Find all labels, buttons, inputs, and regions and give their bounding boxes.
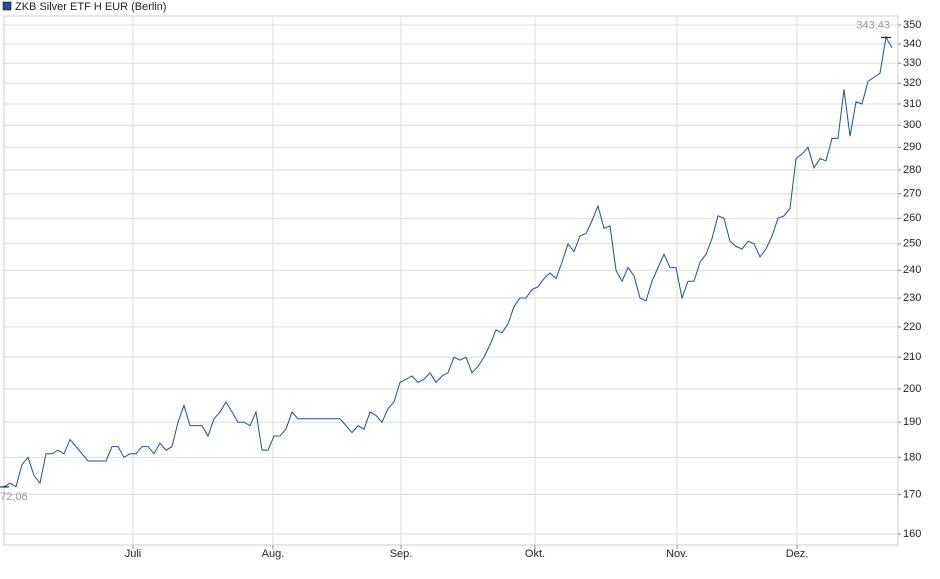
y-tick-label: 280 bbox=[903, 164, 921, 176]
legend-label: ZKB Silver ETF H EUR (Berlin) bbox=[15, 1, 167, 13]
x-tick-label: Sep. bbox=[390, 548, 413, 560]
y-tick-label: 190 bbox=[903, 416, 921, 428]
y-tick-label: 240 bbox=[903, 264, 921, 276]
x-tick-label: Okt. bbox=[525, 548, 545, 560]
x-tick-label: Juli bbox=[125, 548, 142, 560]
min-label: 172,06 bbox=[0, 491, 28, 503]
x-tick-label: Nov. bbox=[666, 548, 688, 560]
y-tick-label: 340 bbox=[903, 38, 921, 50]
y-tick-label: 230 bbox=[903, 292, 921, 304]
x-tick-label: Dez. bbox=[786, 548, 809, 560]
y-tick-label: 220 bbox=[903, 321, 921, 333]
price-line bbox=[3, 35, 893, 488]
y-tick-label: 270 bbox=[903, 188, 921, 200]
y-tick-label: 160 bbox=[903, 528, 921, 540]
y-tick-label: 260 bbox=[903, 212, 921, 224]
y-tick-label: 210 bbox=[903, 351, 921, 363]
plot-area bbox=[3, 15, 899, 546]
y-tick-label: 250 bbox=[903, 238, 921, 250]
y-tick-label: 320 bbox=[903, 77, 921, 89]
y-tick-label: 330 bbox=[903, 57, 921, 69]
legend-swatch bbox=[2, 1, 12, 11]
y-tick-label: 290 bbox=[903, 141, 921, 153]
y-tick-label: 300 bbox=[903, 119, 921, 131]
y-tick-label: 170 bbox=[903, 488, 921, 500]
y-tick-label: 200 bbox=[903, 383, 921, 395]
y-tick-label: 180 bbox=[903, 451, 921, 463]
y-tick-label: 310 bbox=[903, 98, 921, 110]
x-tick-label: Aug. bbox=[262, 548, 285, 560]
max-label: 343,43 bbox=[856, 19, 890, 31]
y-tick-label: 350 bbox=[903, 19, 921, 31]
